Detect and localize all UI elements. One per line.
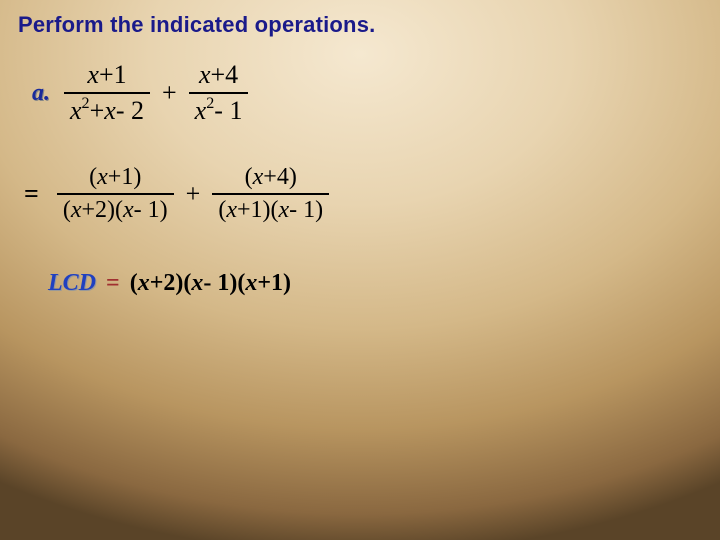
frac4-den: (x+1)(x- 1) [212,195,329,226]
factored-step: = (x+1) (x+2)(x- 1) + (x+4) (x+1)(x- 1) [24,162,702,226]
page-title: Perform the indicated operations. [18,12,702,38]
fraction-3: (x+1) (x+2)(x- 1) [57,162,174,226]
lcd-label: LCD [48,270,96,297]
problem-a: a. x+1 x2+x- 2 + x+4 x2- 1 [32,58,702,128]
lcd-expression: (x+2)(x- 1)(x+1) [130,270,291,297]
slide: Perform the indicated operations. a. x+1… [0,0,720,540]
frac2-den: x2- 1 [189,94,249,128]
frac4-num: (x+4) [239,162,303,193]
lcd-row: LCD = (x+2)(x- 1)(x+1) [48,270,702,297]
part-label: a. [32,80,50,107]
frac1-den: x2+x- 2 [64,94,150,128]
frac1-num: x+1 [81,58,132,92]
fraction-2: x+4 x2- 1 [189,58,249,128]
frac2-num: x+4 [193,58,244,92]
fraction-1: x+1 x2+x- 2 [64,58,150,128]
plus-op-2: + [186,179,201,209]
plus-op: + [162,78,177,108]
frac3-den: (x+2)(x- 1) [57,195,174,226]
lcd-equals: = [106,270,120,297]
equals-sign: = [24,179,39,209]
fraction-4: (x+4) (x+1)(x- 1) [212,162,329,226]
frac3-num: (x+1) [83,162,147,193]
